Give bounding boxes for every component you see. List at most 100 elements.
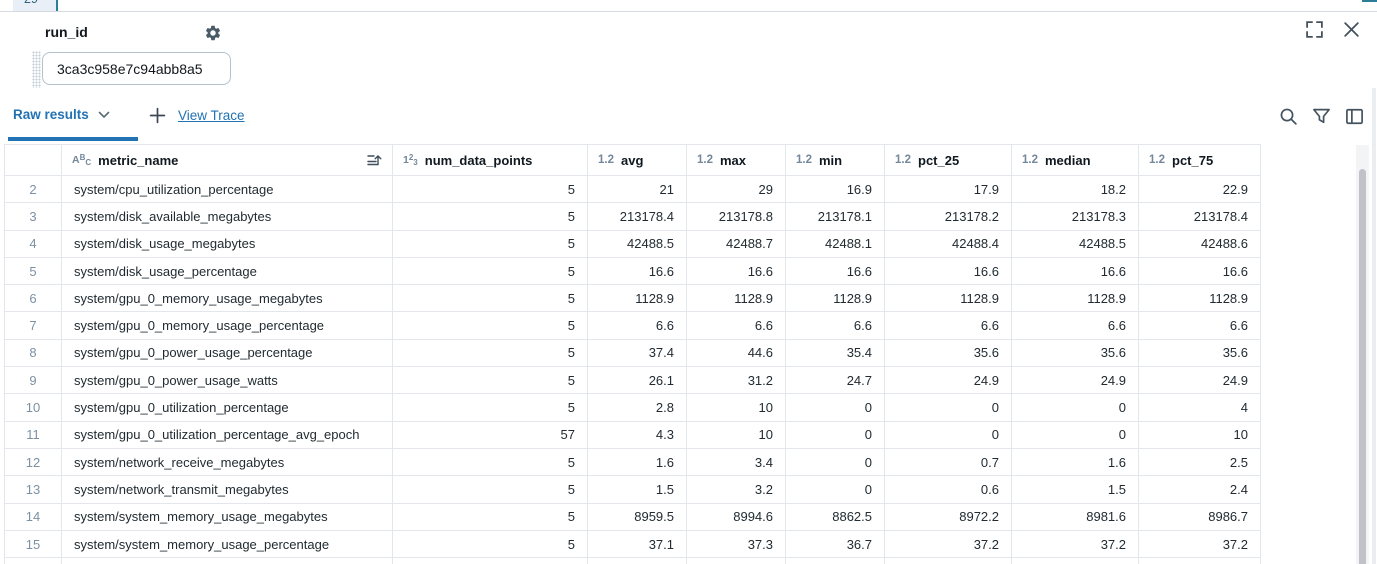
cell-metric_name[interactable]: system/gpu_0_memory_usage_percentage xyxy=(62,312,393,340)
cell-min[interactable]: 6.6 xyxy=(786,312,885,340)
cell-metric_name[interactable]: system/gpu_0_power_usage_watts xyxy=(62,367,393,395)
cell-avg[interactable]: 2.8 xyxy=(588,394,687,422)
cell-max[interactable]: 10 xyxy=(687,394,786,422)
cell-pct_75[interactable]: 6.6 xyxy=(1139,312,1261,340)
cell-pct_75[interactable]: 22.9 xyxy=(1139,176,1261,204)
cell-metric_name[interactable]: system/disk_usage_megabytes xyxy=(62,230,393,258)
cell-pct_75[interactable]: 4 xyxy=(1139,394,1261,422)
cell-pct_25[interactable]: 213178.2 xyxy=(885,203,1012,231)
view-trace-link[interactable]: View Trace xyxy=(178,108,245,123)
row-number[interactable]: 11 xyxy=(4,421,62,449)
cell-num_data_points[interactable]: 5 xyxy=(393,339,588,368)
cell-metric_name[interactable]: system/gpu_0_utilization_percentage xyxy=(62,394,393,422)
cell-avg[interactable]: 213178.4 xyxy=(588,203,687,231)
param-drag-handle[interactable] xyxy=(32,51,41,88)
column-header-num_data_points[interactable]: 123 num_data_points xyxy=(393,144,588,176)
cell-metric_name[interactable] xyxy=(62,558,393,564)
cell-pct_75[interactable]: 2.5 xyxy=(1139,448,1261,477)
cell-pct_75[interactable]: 213178.4 xyxy=(1139,203,1261,231)
cell-metric_name[interactable]: system/gpu_0_utilization_percentage_avg_… xyxy=(62,421,393,449)
cell-median[interactable]: 213178.3 xyxy=(1012,203,1139,231)
cell-min[interactable]: 213178.1 xyxy=(786,203,885,231)
cell-max[interactable]: 1128.9 xyxy=(687,285,786,313)
cell-pct_25[interactable]: 0 xyxy=(885,421,1012,449)
cell-median[interactable]: 18.2 xyxy=(1012,176,1139,204)
cell-max[interactable]: 31.2 xyxy=(687,367,786,395)
cell-pct_75[interactable]: 42488.6 xyxy=(1139,230,1261,258)
cell-metric_name[interactable]: system/disk_usage_percentage xyxy=(62,257,393,286)
cell-avg[interactable]: 21 xyxy=(588,176,687,204)
cell-min[interactable] xyxy=(786,558,885,564)
cell-pct_25[interactable] xyxy=(885,558,1012,564)
column-header-min[interactable]: 1.2 min xyxy=(786,144,885,176)
cell-avg[interactable]: 1.5 xyxy=(588,476,687,504)
cell-num_data_points[interactable]: 5 xyxy=(393,476,588,504)
vertical-scrollbar-thumb[interactable] xyxy=(1359,169,1366,564)
cell-pct_25[interactable]: 24.9 xyxy=(885,367,1012,395)
cell-avg[interactable]: 1128.9 xyxy=(588,285,687,313)
cell-pct_75[interactable]: 10 xyxy=(1139,421,1261,449)
cell-median[interactable]: 35.6 xyxy=(1012,339,1139,368)
cell-avg[interactable]: 1.6 xyxy=(588,448,687,477)
row-number[interactable]: 9 xyxy=(4,367,62,395)
cell-max[interactable]: 37.3 xyxy=(687,530,786,559)
cell-pct_25[interactable]: 16.6 xyxy=(885,257,1012,286)
row-number[interactable]: 12 xyxy=(4,448,62,477)
tab-raw-results[interactable]: Raw results xyxy=(13,107,110,122)
column-header-pct_75[interactable]: 1.2 pct_75 xyxy=(1139,144,1261,176)
cell-max[interactable]: 16.6 xyxy=(687,257,786,286)
cell-min[interactable]: 1128.9 xyxy=(786,285,885,313)
cell-max[interactable]: 42488.7 xyxy=(687,230,786,258)
cell-num_data_points[interactable]: 5 xyxy=(393,257,588,286)
row-number[interactable]: 7 xyxy=(4,312,62,340)
cell-median[interactable] xyxy=(1012,558,1139,564)
cell-median[interactable]: 6.6 xyxy=(1012,312,1139,340)
cell-pct_75[interactable]: 8986.7 xyxy=(1139,503,1261,531)
cell-min[interactable]: 0 xyxy=(786,448,885,477)
cell-pct_75[interactable]: 35.6 xyxy=(1139,339,1261,368)
row-number[interactable]: 5 xyxy=(4,257,62,286)
cell-min[interactable]: 35.4 xyxy=(786,339,885,368)
row-number[interactable] xyxy=(4,558,62,564)
cell-max[interactable]: 6.6 xyxy=(687,312,786,340)
cell-median[interactable]: 1.5 xyxy=(1012,476,1139,504)
row-number-header[interactable] xyxy=(4,144,62,176)
cell-pct_75[interactable]: 2.4 xyxy=(1139,476,1261,504)
cell-avg[interactable]: 16.6 xyxy=(588,257,687,286)
cell-min[interactable]: 36.7 xyxy=(786,530,885,559)
cell-min[interactable]: 0 xyxy=(786,476,885,504)
cell-median[interactable]: 1.6 xyxy=(1012,448,1139,477)
row-number[interactable]: 8 xyxy=(4,339,62,368)
column-header-pct_25[interactable]: 1.2 pct_25 xyxy=(885,144,1012,176)
cell-max[interactable] xyxy=(687,558,786,564)
cell-metric_name[interactable]: system/network_receive_megabytes xyxy=(62,448,393,477)
cell-num_data_points[interactable]: 5 xyxy=(393,530,588,559)
row-number[interactable]: 13 xyxy=(4,476,62,504)
cell-metric_name[interactable]: system/disk_available_megabytes xyxy=(62,203,393,231)
filter-button[interactable] xyxy=(1311,106,1331,126)
cell-median[interactable]: 16.6 xyxy=(1012,257,1139,286)
cell-max[interactable]: 3.4 xyxy=(687,448,786,477)
columns-panel-button[interactable] xyxy=(1344,106,1364,126)
cell-max[interactable]: 10 xyxy=(687,421,786,449)
row-number[interactable]: 2 xyxy=(4,176,62,204)
cell-pct_25[interactable]: 6.6 xyxy=(885,312,1012,340)
param-value-input[interactable]: 3ca3c958e7c94abb8a5 xyxy=(42,52,231,85)
cell-pct_25[interactable]: 17.9 xyxy=(885,176,1012,204)
cell-max[interactable]: 3.2 xyxy=(687,476,786,504)
cell-num_data_points[interactable]: 5 xyxy=(393,312,588,340)
cell-max[interactable]: 213178.8 xyxy=(687,203,786,231)
cell-pct_25[interactable]: 0 xyxy=(885,394,1012,422)
cell-pct_75[interactable]: 16.6 xyxy=(1139,257,1261,286)
cell-pct_75[interactable]: 37.2 xyxy=(1139,530,1261,559)
cell-median[interactable]: 42488.5 xyxy=(1012,230,1139,258)
cell-pct_25[interactable]: 1128.9 xyxy=(885,285,1012,313)
cell-pct_25[interactable]: 0.7 xyxy=(885,448,1012,477)
cell-pct_25[interactable]: 42488.4 xyxy=(885,230,1012,258)
cell-min[interactable]: 16.6 xyxy=(786,257,885,286)
cell-median[interactable]: 24.9 xyxy=(1012,367,1139,395)
cell-metric_name[interactable]: system/gpu_0_power_usage_percentage xyxy=(62,339,393,368)
cell-pct_25[interactable]: 35.6 xyxy=(885,339,1012,368)
cell-median[interactable]: 0 xyxy=(1012,394,1139,422)
cell-avg[interactable]: 4.3 xyxy=(588,421,687,449)
